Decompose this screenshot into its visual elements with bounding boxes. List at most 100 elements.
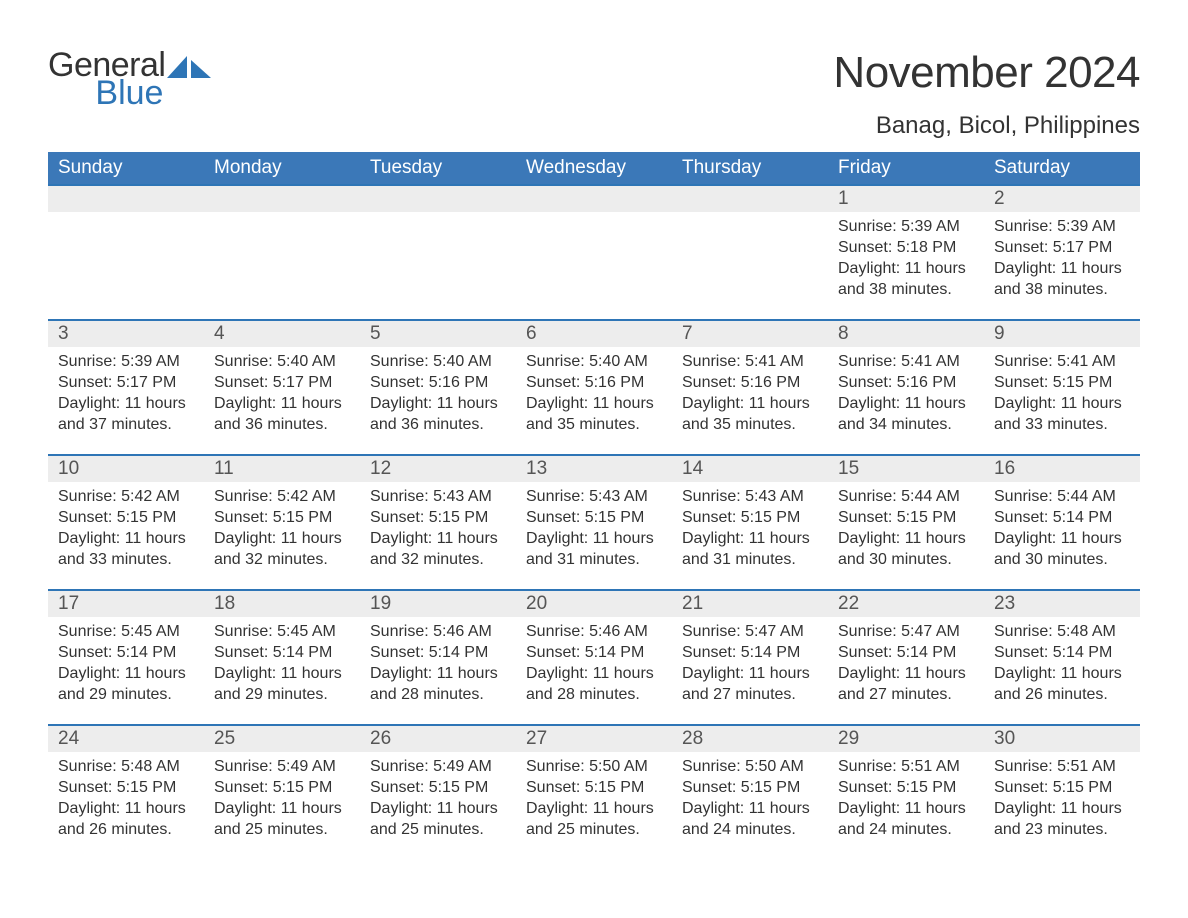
- day-number-cell: 23: [984, 590, 1140, 617]
- day-number-cell: [204, 185, 360, 212]
- daylight-text: Daylight: 11 hours and 35 minutes.: [526, 393, 662, 435]
- weekday-header: Friday: [828, 152, 984, 185]
- day-detail-cell: Sunrise: 5:43 AMSunset: 5:15 PMDaylight:…: [672, 482, 828, 590]
- daylight-text: Daylight: 11 hours and 26 minutes.: [58, 798, 194, 840]
- daylight-text: Daylight: 11 hours and 25 minutes.: [526, 798, 662, 840]
- day-number: 17: [58, 593, 79, 614]
- day-number: 25: [214, 728, 235, 749]
- sunrise-text: Sunrise: 5:48 AM: [994, 621, 1130, 642]
- day-number: 27: [526, 728, 547, 749]
- weekday-header: Wednesday: [516, 152, 672, 185]
- sunset-text: Sunset: 5:15 PM: [682, 507, 818, 528]
- daylight-text: Daylight: 11 hours and 28 minutes.: [526, 663, 662, 705]
- day-detail-cell: [204, 212, 360, 320]
- day-number-cell: [516, 185, 672, 212]
- day-number: 2: [994, 188, 1005, 209]
- day-number: 22: [838, 593, 859, 614]
- weekday-header: Thursday: [672, 152, 828, 185]
- day-detail-cell: Sunrise: 5:45 AMSunset: 5:14 PMDaylight:…: [204, 617, 360, 725]
- day-number: 5: [370, 323, 381, 344]
- daylight-text: Daylight: 11 hours and 33 minutes.: [994, 393, 1130, 435]
- month-title: November 2024: [833, 48, 1140, 98]
- day-detail-cell: Sunrise: 5:39 AMSunset: 5:17 PMDaylight:…: [48, 347, 204, 455]
- day-detail-cell: Sunrise: 5:49 AMSunset: 5:15 PMDaylight:…: [360, 752, 516, 860]
- day-detail-cell: Sunrise: 5:51 AMSunset: 5:15 PMDaylight:…: [984, 752, 1140, 860]
- day-number-cell: [672, 185, 828, 212]
- day-number-cell: 6: [516, 320, 672, 347]
- sunset-text: Sunset: 5:14 PM: [370, 642, 506, 663]
- sunrise-text: Sunrise: 5:40 AM: [526, 351, 662, 372]
- sunrise-text: Sunrise: 5:43 AM: [526, 486, 662, 507]
- day-number-cell: 26: [360, 725, 516, 752]
- day-number: 18: [214, 593, 235, 614]
- day-number-cell: 25: [204, 725, 360, 752]
- day-number: 21: [682, 593, 703, 614]
- daylight-text: Daylight: 11 hours and 27 minutes.: [838, 663, 974, 705]
- sunrise-text: Sunrise: 5:42 AM: [58, 486, 194, 507]
- day-detail-cell: Sunrise: 5:40 AMSunset: 5:16 PMDaylight:…: [516, 347, 672, 455]
- sunrise-text: Sunrise: 5:43 AM: [370, 486, 506, 507]
- daylight-text: Daylight: 11 hours and 31 minutes.: [682, 528, 818, 570]
- day-detail-cell: [672, 212, 828, 320]
- day-detail-cell: Sunrise: 5:49 AMSunset: 5:15 PMDaylight:…: [204, 752, 360, 860]
- daylight-text: Daylight: 11 hours and 29 minutes.: [214, 663, 350, 705]
- daylight-text: Daylight: 11 hours and 34 minutes.: [838, 393, 974, 435]
- location-subtitle: Banag, Bicol, Philippines: [833, 112, 1140, 140]
- day-number-cell: 10: [48, 455, 204, 482]
- page-header: General Blue November 2024 Banag, Bicol,…: [48, 24, 1140, 140]
- day-detail-cell: Sunrise: 5:51 AMSunset: 5:15 PMDaylight:…: [828, 752, 984, 860]
- daynum-row: 24252627282930: [48, 725, 1140, 752]
- day-number: 9: [994, 323, 1005, 344]
- sunrise-text: Sunrise: 5:51 AM: [838, 756, 974, 777]
- sunrise-text: Sunrise: 5:42 AM: [214, 486, 350, 507]
- daylight-text: Daylight: 11 hours and 25 minutes.: [370, 798, 506, 840]
- sunset-text: Sunset: 5:15 PM: [526, 777, 662, 798]
- sunrise-text: Sunrise: 5:47 AM: [838, 621, 974, 642]
- sunrise-text: Sunrise: 5:41 AM: [994, 351, 1130, 372]
- title-block: November 2024 Banag, Bicol, Philippines: [833, 24, 1140, 140]
- sunrise-text: Sunrise: 5:43 AM: [682, 486, 818, 507]
- sunset-text: Sunset: 5:15 PM: [214, 777, 350, 798]
- day-detail-cell: Sunrise: 5:41 AMSunset: 5:15 PMDaylight:…: [984, 347, 1140, 455]
- daylight-text: Daylight: 11 hours and 32 minutes.: [214, 528, 350, 570]
- sunrise-text: Sunrise: 5:49 AM: [370, 756, 506, 777]
- daynum-row: 10111213141516: [48, 455, 1140, 482]
- day-number-cell: 28: [672, 725, 828, 752]
- day-detail-cell: Sunrise: 5:39 AMSunset: 5:18 PMDaylight:…: [828, 212, 984, 320]
- daylight-text: Daylight: 11 hours and 33 minutes.: [58, 528, 194, 570]
- daylight-text: Daylight: 11 hours and 27 minutes.: [682, 663, 818, 705]
- sunset-text: Sunset: 5:14 PM: [58, 642, 194, 663]
- daylight-text: Daylight: 11 hours and 23 minutes.: [994, 798, 1130, 840]
- day-number-cell: 14: [672, 455, 828, 482]
- detail-row: Sunrise: 5:39 AMSunset: 5:18 PMDaylight:…: [48, 212, 1140, 320]
- sunrise-text: Sunrise: 5:46 AM: [370, 621, 506, 642]
- day-number: 29: [838, 728, 859, 749]
- sunrise-text: Sunrise: 5:47 AM: [682, 621, 818, 642]
- day-detail-cell: Sunrise: 5:40 AMSunset: 5:16 PMDaylight:…: [360, 347, 516, 455]
- day-number-cell: 19: [360, 590, 516, 617]
- day-number: 28: [682, 728, 703, 749]
- day-number: 15: [838, 458, 859, 479]
- day-detail-cell: Sunrise: 5:41 AMSunset: 5:16 PMDaylight:…: [828, 347, 984, 455]
- day-number-cell: 13: [516, 455, 672, 482]
- day-number: 4: [214, 323, 225, 344]
- day-number-cell: 7: [672, 320, 828, 347]
- day-number: 6: [526, 323, 537, 344]
- day-detail-cell: Sunrise: 5:50 AMSunset: 5:15 PMDaylight:…: [516, 752, 672, 860]
- day-number-cell: 21: [672, 590, 828, 617]
- weekday-header: Tuesday: [360, 152, 516, 185]
- sunset-text: Sunset: 5:14 PM: [214, 642, 350, 663]
- logo-text: General Blue: [48, 48, 165, 110]
- day-detail-cell: Sunrise: 5:46 AMSunset: 5:14 PMDaylight:…: [360, 617, 516, 725]
- day-number: 11: [214, 458, 234, 479]
- sunset-text: Sunset: 5:15 PM: [370, 777, 506, 798]
- daynum-row: 17181920212223: [48, 590, 1140, 617]
- day-number-cell: 5: [360, 320, 516, 347]
- sail-icon: [167, 54, 213, 87]
- sunset-text: Sunset: 5:15 PM: [682, 777, 818, 798]
- day-detail-cell: [516, 212, 672, 320]
- daylight-text: Daylight: 11 hours and 25 minutes.: [214, 798, 350, 840]
- weekday-header-row: Sunday Monday Tuesday Wednesday Thursday…: [48, 152, 1140, 185]
- day-number-cell: 2: [984, 185, 1140, 212]
- sunset-text: Sunset: 5:15 PM: [58, 507, 194, 528]
